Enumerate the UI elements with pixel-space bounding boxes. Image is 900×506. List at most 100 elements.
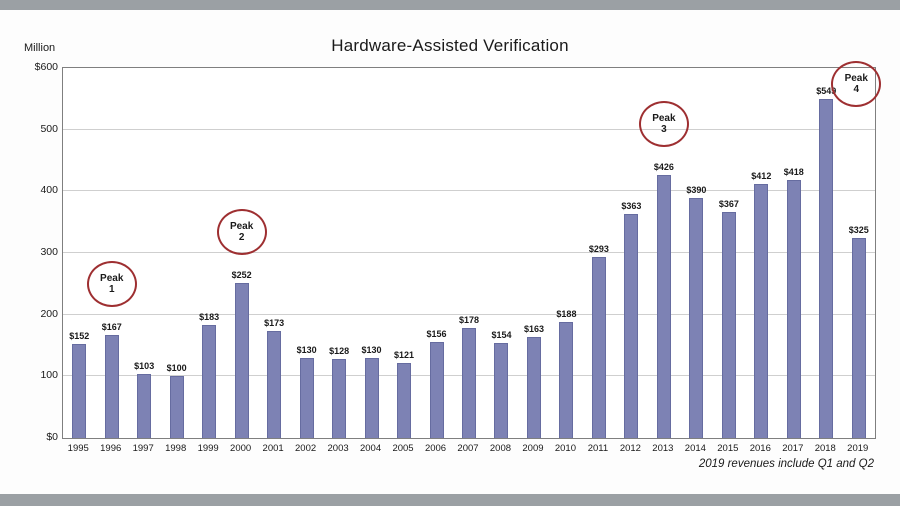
gridline <box>63 313 875 315</box>
bar-value-label: $188 <box>556 309 577 320</box>
bar-value-label: $183 <box>199 312 220 323</box>
bar-value-label: $418 <box>783 167 804 178</box>
y-axis-tick-label: $0 <box>46 431 58 443</box>
peak-annotation-number: 1 <box>108 284 115 296</box>
bar-1997 <box>137 374 152 438</box>
x-axis-tick-label: 2012 <box>619 443 641 454</box>
x-axis-tick-label: 2000 <box>230 443 252 454</box>
bar-2014 <box>689 197 704 438</box>
bar-value-label: $103 <box>134 361 155 372</box>
footnote: 2019 revenues include Q1 and Q2 <box>698 458 874 470</box>
bar-2011 <box>591 257 606 438</box>
bar-2000 <box>234 282 249 438</box>
y-axis-tick-label: $600 <box>34 61 58 73</box>
y-axis-tick-label: 500 <box>40 122 58 135</box>
x-axis-tick-label: 2009 <box>522 443 544 454</box>
bar-2010 <box>559 322 574 438</box>
x-axis-tick-label: 2018 <box>814 443 836 454</box>
x-axis-tick-label: 2011 <box>587 443 609 454</box>
bar-value-label: $363 <box>621 201 642 212</box>
peak-annotation-circle: Peak 4 <box>831 61 882 108</box>
gridline <box>63 128 875 130</box>
bar-value-label: $325 <box>848 224 869 235</box>
x-axis-tick-label: 2002 <box>295 443 317 454</box>
x-axis-tick-label: 2014 <box>684 443 706 454</box>
bar-2017 <box>786 180 801 438</box>
x-axis-tick-label: 2015 <box>717 443 739 454</box>
bar-value-label: $178 <box>458 315 480 326</box>
y-axis-tick-label: 400 <box>40 184 58 197</box>
bar-value-label: $426 <box>653 162 674 173</box>
x-axis-tick-label: 1999 <box>197 443 219 454</box>
bar-value-label: $156 <box>426 328 447 339</box>
y-axis-tick-label: 300 <box>40 246 58 258</box>
x-axis-tick-label: 1996 <box>100 443 122 454</box>
bar-2004 <box>364 357 379 438</box>
x-axis-tick-label: 2004 <box>359 443 382 454</box>
x-axis-tick-label: 2016 <box>749 443 771 454</box>
bar-2013 <box>656 175 671 438</box>
bar-2009 <box>526 337 541 438</box>
peak-annotation-number: 3 <box>661 124 667 136</box>
x-axis-tick-label: 2010 <box>554 443 576 454</box>
bar-value-label: $252 <box>231 269 252 280</box>
bar-2007 <box>462 328 476 438</box>
y-axis-unit-label: Million <box>24 42 56 54</box>
peak-annotation-word: Peak <box>844 73 868 85</box>
x-axis-tick-label: 2003 <box>327 443 349 454</box>
bar-1999 <box>202 325 217 438</box>
bar-value-label: $293 <box>588 244 609 255</box>
bar-value-label: $167 <box>101 322 122 333</box>
bar-value-label: $128 <box>329 346 350 357</box>
peak-annotation-word: Peak <box>229 220 254 232</box>
bar-2005 <box>397 363 412 438</box>
peak-annotation-circle: Peak 2 <box>216 208 267 255</box>
x-axis-tick-label: 2019 <box>847 443 869 454</box>
chart-panel: Hardware-Assisted Verification Million $… <box>0 10 900 494</box>
bar-2001 <box>267 331 282 438</box>
bar-value-label: $100 <box>166 363 187 374</box>
x-axis-tick-label: 1995 <box>67 443 89 454</box>
bar-2018 <box>819 99 834 438</box>
gridline <box>63 252 875 253</box>
bar-2006 <box>429 341 444 438</box>
bar-2016 <box>754 183 769 438</box>
bar-value-label: $154 <box>491 330 512 341</box>
chart-title: Hardware-Assisted Verification <box>331 36 569 55</box>
bar-value-label: $130 <box>361 344 382 355</box>
bar-value-label: $152 <box>69 331 90 342</box>
bottom-gray-strip <box>0 494 900 506</box>
bar-2008 <box>494 343 509 438</box>
gridline <box>63 190 875 192</box>
peak-annotation-circle: Peak 1 <box>86 261 137 308</box>
x-axis-tick-label: 2008 <box>489 443 512 454</box>
x-axis-tick-label: 2013 <box>652 443 674 454</box>
bar-2003 <box>332 359 347 438</box>
top-gray-strip <box>0 0 900 10</box>
bar-2015 <box>721 211 736 438</box>
peak-annotation-circle: Peak 3 <box>638 101 689 148</box>
bar-value-label: $121 <box>394 350 415 361</box>
x-axis-tick-label: 2007 <box>457 443 479 454</box>
bar-2019 <box>851 237 866 438</box>
bar-value-label: $549 <box>816 86 837 97</box>
peak-annotation-word: Peak <box>652 113 676 125</box>
bar-value-label: $390 <box>686 184 707 195</box>
bar-1998 <box>169 376 184 438</box>
bar-value-label: $173 <box>264 318 285 329</box>
peak-annotation-word: Peak <box>100 273 124 285</box>
bar-value-label: $412 <box>751 170 772 181</box>
x-axis-tick-label: 2001 <box>262 443 284 454</box>
bar-2012 <box>624 214 639 438</box>
bar-value-label: $130 <box>296 344 317 355</box>
bar-2002 <box>299 357 314 438</box>
y-axis-tick-label: 200 <box>40 307 58 320</box>
x-axis-tick-label: 1997 <box>132 443 154 454</box>
x-axis-tick-label: 1998 <box>165 443 187 454</box>
y-axis-tick-label: 100 <box>40 369 58 382</box>
x-axis-tick-label: 2017 <box>782 443 804 454</box>
bar-value-label: $367 <box>718 198 739 209</box>
x-axis-tick-label: 2005 <box>392 443 414 454</box>
x-axis-tick-label: 2006 <box>424 443 447 454</box>
